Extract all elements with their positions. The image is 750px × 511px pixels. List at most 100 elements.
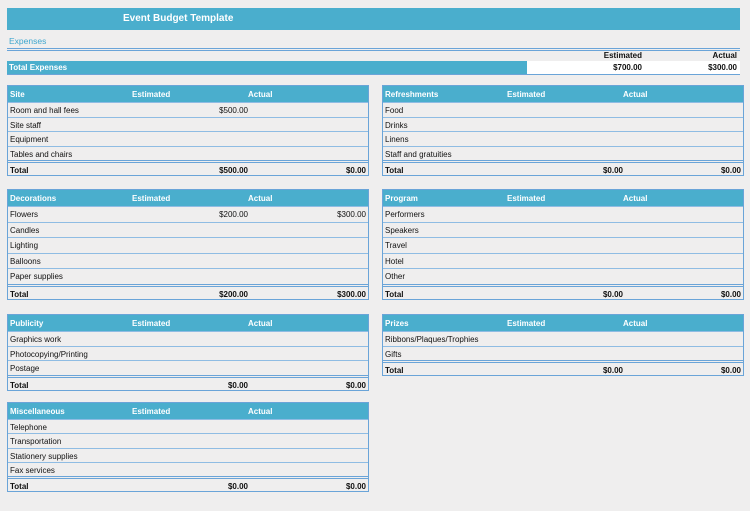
- total-label: Total: [385, 289, 404, 299]
- column-header-actual: Actual: [248, 194, 273, 203]
- table-row[interactable]: Speakers: [383, 221, 743, 238]
- table-row[interactable]: Equipment: [8, 131, 368, 146]
- item-name: Telephone: [10, 423, 47, 432]
- publicity-title: Publicity: [10, 319, 44, 328]
- column-header-actual: Actual: [623, 194, 648, 203]
- prizes-header-row: Prizes Estimated Actual: [383, 315, 743, 331]
- item-name: Balloons: [10, 256, 41, 266]
- title-bar: Event Budget Template: [7, 8, 740, 30]
- site-total-row[interactable]: Total $500.00 $0.00: [8, 160, 368, 175]
- decorations-title: Decorations: [10, 194, 57, 203]
- table-row[interactable]: Staff and gratuities: [383, 145, 743, 161]
- column-header-estimated: Estimated: [132, 194, 171, 203]
- column-header-estimated: Estimated: [132, 407, 171, 416]
- total-expenses-label-cell[interactable]: Total Expenses: [7, 61, 527, 74]
- table-row[interactable]: Photocopying/Printing: [8, 345, 368, 361]
- prizes-title: Prizes: [385, 319, 409, 328]
- item-name: Other: [385, 272, 406, 282]
- total-expenses-actual: $300.00: [708, 63, 737, 72]
- item-name: Fax services: [10, 465, 55, 475]
- item-name: Staff and gratuities: [385, 149, 452, 159]
- table-row[interactable]: Travel: [383, 237, 743, 253]
- table-row[interactable]: Room and hall fees $500.00: [8, 102, 368, 117]
- total-expenses-row: Total Expenses $700.00 $300.00: [7, 61, 740, 74]
- site-table: Site Estimated Actual Room and hall fees $50…: [7, 85, 369, 177]
- program-table: Program Estimated Actual Performers Speakers…: [382, 189, 744, 300]
- item-name: Graphics work: [10, 335, 62, 344]
- expenses-heading: Expenses: [9, 36, 47, 46]
- total-actual: $0.00: [345, 380, 366, 390]
- page-title: Event Budget Template: [123, 13, 234, 24]
- header-actual: Actual: [712, 51, 737, 60]
- decorations-total-row[interactable]: Total $200.00 $300.00: [8, 283, 368, 299]
- table-row[interactable]: Paper supplies: [8, 268, 368, 284]
- total-estimated: $0.00: [602, 289, 623, 299]
- table-row[interactable]: Performers: [383, 206, 743, 222]
- total-estimated: $0.00: [602, 366, 623, 376]
- prizes-table: Prizes Estimated Actual Ribbons/Plaques/Tro…: [382, 314, 744, 377]
- item-name: Site staff: [10, 120, 41, 130]
- header-estimated: Estimated: [603, 51, 642, 60]
- column-header-estimated: Estimated: [507, 319, 546, 328]
- publicity-table: Publicity Estimated Actual Graphics work Pho…: [7, 314, 369, 391]
- total-expenses-actual-cell[interactable]: $300.00: [645, 61, 740, 74]
- total-expenses-estimated-cell[interactable]: $700.00: [527, 61, 645, 74]
- item-name: Drinks: [385, 120, 408, 130]
- table-row[interactable]: Site staff: [8, 116, 368, 132]
- table-row[interactable]: Transportation: [8, 433, 368, 447]
- divider: [7, 50, 740, 51]
- item-name: Travel: [385, 241, 407, 251]
- table-row[interactable]: Telephone: [8, 419, 368, 433]
- table-row[interactable]: Linens: [383, 131, 743, 146]
- table-row[interactable]: Tables and chairs: [8, 145, 368, 161]
- program-title: Program: [385, 194, 418, 203]
- total-label: Total: [385, 366, 404, 376]
- misc-header-row: Miscellaneous Estimated Actual: [8, 403, 368, 419]
- item-name: Equipment: [10, 135, 49, 145]
- column-header-estimated: Estimated: [132, 319, 171, 328]
- total-estimated: $0.00: [227, 380, 248, 390]
- total-actual: $0.00: [720, 166, 741, 176]
- item-name: Ribbons/Plaques/Trophies: [385, 335, 479, 344]
- table-row[interactable]: Lighting: [8, 237, 368, 253]
- table-row[interactable]: Ribbons/Plaques/Trophies: [383, 331, 743, 346]
- table-row[interactable]: Candles: [8, 221, 368, 238]
- table-row[interactable]: Drinks: [383, 116, 743, 132]
- total-actual: $0.00: [345, 166, 366, 176]
- refreshments-total-row[interactable]: Total $0.00 $0.00: [383, 160, 743, 175]
- item-name: Paper supplies: [10, 272, 63, 282]
- table-row[interactable]: Food: [383, 102, 743, 117]
- publicity-total-row[interactable]: Total $0.00 $0.00: [8, 374, 368, 390]
- column-header-actual: Actual: [623, 90, 648, 99]
- refreshments-table: Refreshments Estimated Actual Food Drinks Lin…: [382, 85, 744, 177]
- table-row[interactable]: Stationery supplies: [8, 447, 368, 462]
- item-name: Hotel: [385, 256, 404, 266]
- table-row[interactable]: Flowers $200.00 $300.00: [8, 206, 368, 222]
- table-row[interactable]: Balloons: [8, 252, 368, 269]
- column-header-actual: Actual: [248, 407, 273, 416]
- total-estimated: $200.00: [219, 289, 248, 299]
- prizes-total-row[interactable]: Total $0.00 $0.00: [383, 360, 743, 375]
- table-row[interactable]: Fax services: [8, 461, 368, 476]
- table-row[interactable]: Gifts: [383, 345, 743, 361]
- refreshments-header-row: Refreshments Estimated Actual: [383, 86, 743, 102]
- column-header-actual: Actual: [248, 319, 273, 328]
- item-actual: $300.00: [337, 210, 366, 219]
- misc-total-row[interactable]: Total $0.00 $0.00: [8, 476, 368, 491]
- item-name: Photocopying/Printing: [10, 349, 88, 359]
- miscellaneous-table: Miscellaneous Estimated Actual Telephone Tra…: [7, 402, 369, 493]
- refreshments-title: Refreshments: [385, 90, 439, 99]
- table-row[interactable]: Postage: [8, 360, 368, 375]
- table-row[interactable]: Other: [383, 268, 743, 284]
- table-row[interactable]: Hotel: [383, 252, 743, 269]
- item-estimated: $500.00: [219, 106, 248, 115]
- program-total-row[interactable]: Total $0.00 $0.00: [383, 283, 743, 299]
- total-label: Total: [10, 289, 29, 299]
- item-name: Lighting: [10, 241, 39, 251]
- item-name: Flowers: [10, 210, 39, 219]
- table-row[interactable]: Graphics work: [8, 331, 368, 346]
- total-expenses-estimated: $700.00: [613, 63, 642, 72]
- total-estimated: $0.00: [602, 166, 623, 176]
- total-actual: $300.00: [337, 289, 366, 299]
- publicity-header-row: Publicity Estimated Actual: [8, 315, 368, 331]
